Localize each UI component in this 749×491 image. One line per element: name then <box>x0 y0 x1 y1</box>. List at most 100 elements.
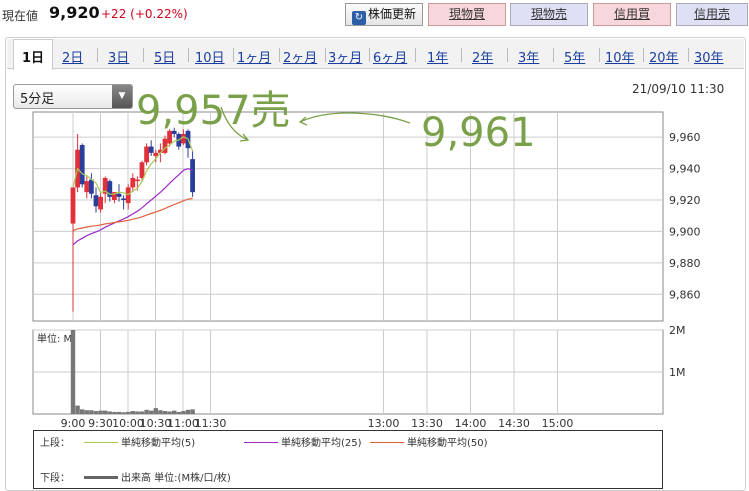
candle-body <box>167 130 172 144</box>
volume-bar <box>185 409 191 414</box>
volume-bar <box>116 411 122 414</box>
tab-1y[interactable]: 1年 <box>427 51 449 66</box>
ma25-line-icon <box>244 442 278 443</box>
tab-10d[interactable]: 10日 <box>195 51 225 66</box>
tab-1d[interactable]: 1日 <box>13 39 54 70</box>
candle-body <box>135 179 140 182</box>
y-tick-label: 9,960 <box>669 131 701 144</box>
candle-body <box>102 178 108 194</box>
sell-price-annotation: 9,957売 <box>136 88 291 134</box>
tab-3d[interactable]: 3日 <box>108 51 130 66</box>
ma50-line-icon <box>370 442 404 443</box>
candle-body <box>171 130 177 134</box>
y-tick-label: 9,900 <box>669 225 701 238</box>
ma25-line <box>72 168 193 246</box>
legend-lower-label: 下段： <box>40 473 70 484</box>
volume-bar <box>149 410 154 414</box>
tab-1m[interactable]: 1ヶ月 <box>237 51 272 66</box>
tab-3m[interactable]: 3ヶ月 <box>328 51 363 66</box>
candle-body <box>89 179 94 194</box>
volume-bar <box>139 411 145 414</box>
x-tick-label: 10:00 <box>112 417 144 430</box>
volume-bar <box>103 410 108 414</box>
candle-body <box>158 149 163 153</box>
annotation-arrowhead-1 <box>239 133 250 142</box>
y-tick-label: 9,940 <box>669 163 701 176</box>
candle-body <box>121 198 126 200</box>
candle-body <box>107 181 113 197</box>
candle-body <box>112 192 117 200</box>
volume-bar <box>70 330 76 414</box>
volume-bar <box>107 411 112 414</box>
x-tick-label: 15:00 <box>542 417 574 430</box>
tab-separator <box>233 48 234 62</box>
chevron-down-icon[interactable]: ▼ <box>112 85 132 108</box>
refresh-quote-button[interactable]: ↻ 株価更新 <box>345 3 423 26</box>
cash-buy-button[interactable]: 現物買 <box>428 3 506 26</box>
volume-bar <box>93 411 99 414</box>
volume-bar <box>158 410 163 414</box>
volume-bar <box>126 411 131 414</box>
tab-2y[interactable]: 2年 <box>472 51 494 66</box>
volume-bar <box>112 411 117 414</box>
tab-separator <box>97 48 98 62</box>
tab-10y[interactable]: 10年 <box>605 51 635 66</box>
x-tick-label: 14:30 <box>498 417 530 430</box>
x-tick-label: 14:00 <box>455 417 487 430</box>
candle-body <box>153 152 159 156</box>
volume-bar <box>162 411 168 414</box>
legend-volume: 出来高 単位:(M株/口/枚) <box>84 469 231 484</box>
tab-separator <box>415 48 416 62</box>
volume-unit-label: 単位: M <box>37 332 72 345</box>
candle-body <box>79 145 85 185</box>
x-tick-label: 10:30 <box>140 417 172 430</box>
tab-separator <box>325 48 326 62</box>
interval-select[interactable]: 5分足 ▼ <box>13 84 133 109</box>
volume-bar <box>144 409 149 414</box>
margin-buy-button[interactable]: 信用買 <box>593 3 671 26</box>
candle-body <box>70 187 76 224</box>
candle-body <box>162 138 168 153</box>
tab-3y[interactable]: 3年 <box>518 51 540 66</box>
tab-separator <box>143 48 144 62</box>
cash-sell-button[interactable]: 現物売 <box>510 3 588 26</box>
legend-upper-label: 上段： <box>40 438 70 449</box>
price-change: +22 (+0.22%) <box>101 7 188 21</box>
x-tick-label: 11:30 <box>195 417 227 430</box>
tab-2m[interactable]: 2ヶ月 <box>283 51 318 66</box>
legend-ma50-label: 単純移動平均(50) <box>407 438 488 449</box>
tab-2d[interactable]: 2日 <box>62 51 84 66</box>
legend-ma25: 単純移動平均(25) <box>244 434 362 449</box>
annotation-arrowhead-2 <box>298 116 308 126</box>
legend-lower-row: 下段： 出来高 単位:(M株/口/枚) <box>34 469 662 484</box>
legend-upper-row: 上段： 単純移動平均(5) 単純移動平均(25) 単純移動平均(50) <box>34 434 662 449</box>
tab-30y[interactable]: 30年 <box>694 51 724 66</box>
legend-ma5-label: 単純移動平均(5) <box>121 438 196 449</box>
candle-body <box>84 181 90 193</box>
candle-body <box>190 159 195 193</box>
y-tick-label: 9,880 <box>669 257 701 270</box>
volume-bar-icon <box>84 476 118 479</box>
volume-bar <box>167 411 172 414</box>
x-tick-label: 9:00 <box>61 417 86 430</box>
tab-5d[interactable]: 5日 <box>154 51 176 66</box>
volume-bar <box>190 409 195 414</box>
margin-sell-button[interactable]: 信用売 <box>676 3 748 26</box>
volume-bar <box>84 410 89 414</box>
volume-bar <box>80 409 85 414</box>
annotation-arrow-2 <box>299 112 411 124</box>
tab-separator <box>688 48 689 62</box>
price-annotation: 9,961 <box>421 110 536 156</box>
tab-separator <box>599 48 600 62</box>
quote-header: 現在値 9,920 +22 (+0.22%) ↻ 株価更新 現物買 現物売 信用買… <box>0 0 749 30</box>
legend-ma5: 単純移動平均(5) <box>84 434 195 449</box>
tab-6m[interactable]: 6ヶ月 <box>373 51 408 66</box>
tab-separator <box>507 48 508 62</box>
volume-bar <box>181 411 186 414</box>
interval-select-value: 5分足 <box>20 92 55 107</box>
volume-bar <box>153 408 158 414</box>
x-tick-label: 13:00 <box>368 417 400 430</box>
tab-20y[interactable]: 20年 <box>649 51 679 66</box>
volume-bar <box>130 411 135 414</box>
tab-5y[interactable]: 5年 <box>564 51 586 66</box>
